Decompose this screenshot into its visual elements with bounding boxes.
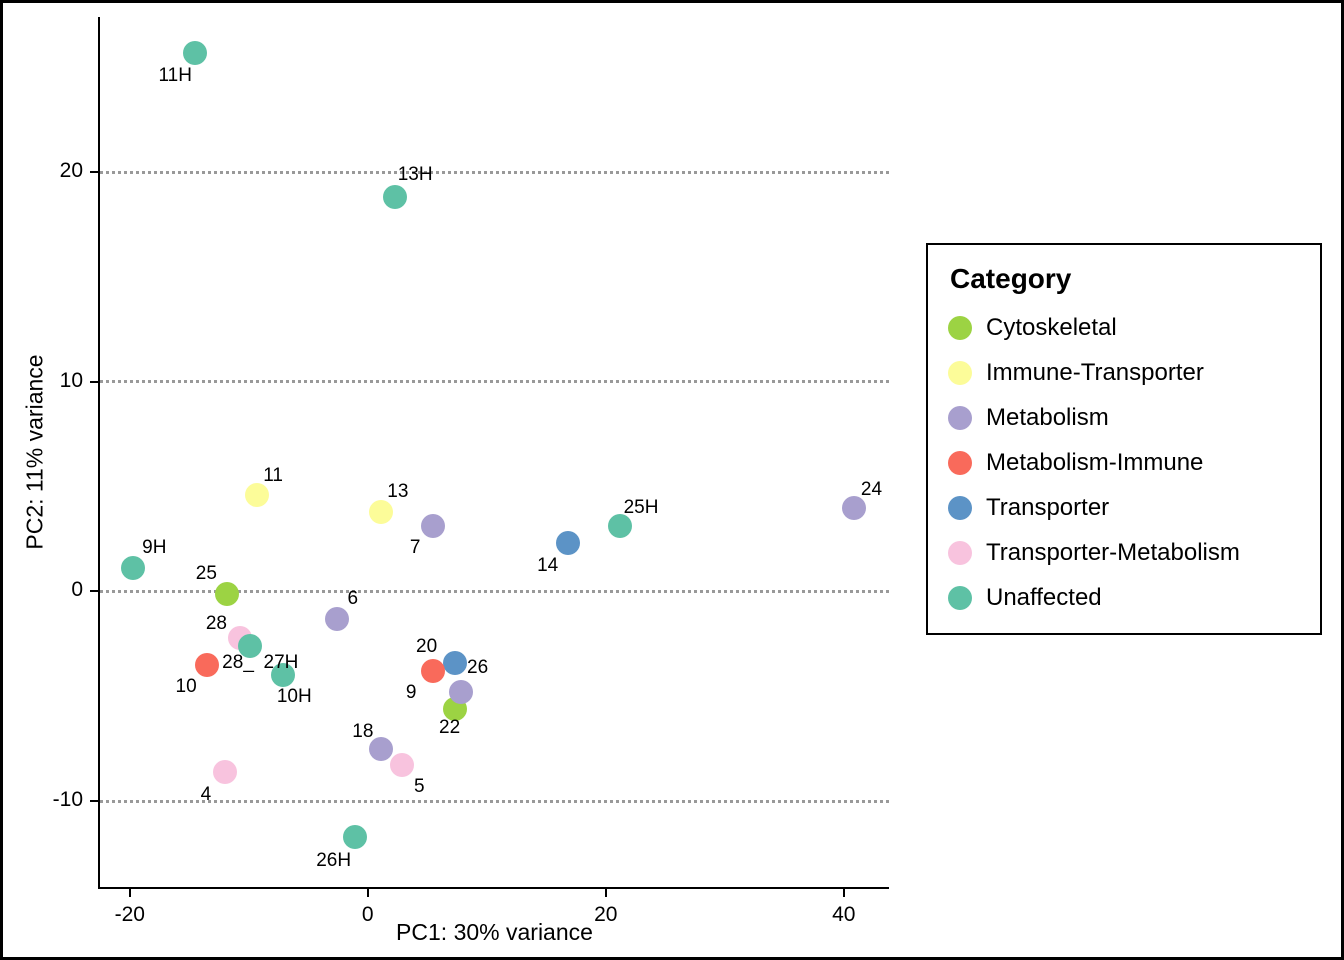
legend-color-dot [948, 315, 972, 340]
legend-entry: Immune-Transporter [948, 350, 1300, 395]
data-point-label: 18 [352, 720, 374, 742]
data-point-dot [390, 753, 415, 778]
legend-title: Category [950, 263, 1072, 294]
annotation-label: 28_ [222, 651, 254, 673]
data-point-label: 13 [387, 480, 409, 502]
x-tick-mark [366, 889, 369, 897]
data-point-dot [245, 482, 270, 507]
gridline [100, 380, 889, 384]
legend-color-dot [948, 495, 972, 520]
legend: Category Cytoskeletal Immune-Transporter M… [926, 243, 1322, 635]
x-tick-mark [128, 889, 131, 897]
gridline [100, 589, 889, 593]
data-point-dot [195, 652, 220, 677]
plot-panel: -20 0 20 40 -10 0 10 20 11H 13H 11 13 7 14 25H 24 9H 25 6 2… [53, 17, 889, 926]
data-point-label: 25 [195, 562, 217, 584]
data-point-dot [442, 650, 467, 675]
legend-entry: Cytoskeletal [948, 305, 1300, 350]
legend-color-dot [948, 585, 972, 610]
legend-entry: Transporter [948, 485, 1300, 530]
x-tick-label: 40 [832, 903, 856, 926]
legend-entry-label: Transporter-Metabolism [986, 538, 1240, 566]
legend-entry: Unaffected [948, 575, 1300, 620]
y-axis-title: PC2: 11% variance [21, 354, 48, 550]
legend-color-dot [948, 405, 972, 430]
legend-entry-label: Transporter [986, 493, 1110, 521]
data-point-dot [555, 531, 580, 556]
legend-color-dot [948, 450, 972, 475]
data-point-dot [324, 606, 349, 631]
data-point-label: 5 [413, 776, 425, 798]
x-tick-label: 20 [594, 903, 618, 926]
data-point-label: 27H [263, 651, 299, 673]
data-point-dot [448, 680, 473, 705]
legend-entry: Metabolism [948, 395, 1300, 440]
data-point-label: 9 [405, 682, 417, 704]
x-axis-title: PC1: 30% variance [396, 919, 593, 945]
data-point-label: 11H [158, 64, 192, 86]
legend-entry: Metabolism-Immune [948, 440, 1300, 485]
data-point-label: 11 [263, 464, 283, 486]
legend-entry-label: Cytoskeletal [986, 313, 1117, 341]
legend-entry-label: Immune-Transporter [986, 358, 1204, 386]
data-point-dot [608, 514, 633, 539]
legend-entries: Cytoskeletal Immune-Transporter Metabolism… [948, 305, 1300, 620]
data-point-label: 13H [397, 164, 433, 186]
data-point-label: 24 [860, 478, 883, 500]
data-point-label: 26 [467, 657, 489, 679]
y-tick-label: 0 [71, 578, 83, 602]
data-point-dot [237, 633, 262, 658]
data-point-label: 14 [537, 555, 559, 577]
data-point-dot [368, 736, 393, 761]
legend-color-dot [948, 360, 972, 385]
data-point-dot [342, 824, 367, 849]
gridline [100, 170, 889, 174]
data-point-label: 4 [200, 783, 212, 805]
x-axis-line [98, 887, 889, 889]
data-point-dot [215, 581, 240, 606]
legend-entry-label: Unaffected [986, 583, 1102, 611]
y-tick-label: -10 [52, 788, 83, 812]
x-tick-label: -20 [114, 903, 145, 926]
y-tick-label: 10 [59, 368, 83, 392]
data-point-dot [842, 495, 867, 520]
data-point-label: 6 [347, 587, 359, 609]
x-tick-mark [842, 889, 845, 897]
data-point-label: 9H [142, 537, 167, 559]
y-tick-label: 20 [59, 159, 83, 183]
data-point-dot [183, 40, 208, 65]
data-point-dot [421, 659, 446, 684]
y-axis-line [98, 17, 100, 889]
data-point-dot [212, 759, 237, 784]
data-point-dot [421, 514, 446, 539]
legend-color-dot [948, 540, 972, 565]
data-point-label: 7 [409, 537, 421, 559]
data-point-label: 22 [439, 716, 461, 738]
data-point-label: 10H [276, 686, 312, 708]
y-tick-mark [90, 590, 98, 593]
legend-entry-label: Metabolism [986, 403, 1109, 431]
data-point-dot [383, 185, 408, 210]
data-point-label: 25H [623, 497, 659, 519]
legend-entry-label: Metabolism-Immune [986, 448, 1204, 476]
data-point-label: 10 [175, 675, 197, 697]
data-point-dot [271, 663, 296, 688]
legend-entry: Transporter-Metabolism [948, 530, 1300, 575]
data-point-label: 20 [416, 635, 438, 657]
x-tick-label: 0 [361, 903, 374, 926]
x-tick-mark [604, 889, 607, 897]
y-tick-mark [90, 171, 98, 174]
data-point-label: 28 [205, 612, 227, 634]
y-tick-mark [90, 380, 98, 383]
data-point-dot [121, 556, 146, 581]
data-point-label: 26H [316, 849, 352, 871]
data-point-dot [368, 499, 393, 524]
y-tick-mark [90, 800, 98, 803]
gridline [100, 799, 889, 803]
